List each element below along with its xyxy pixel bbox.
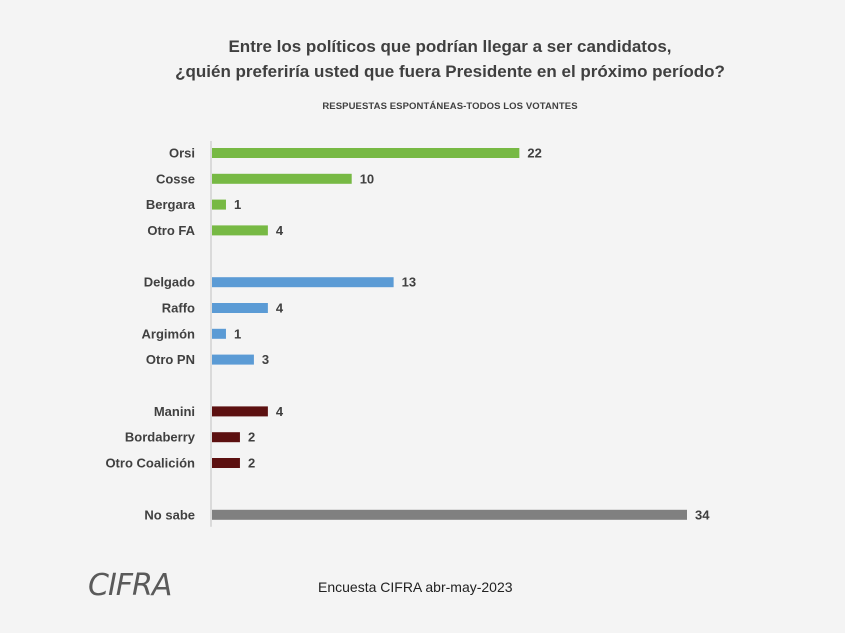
category-label-raffo: Raffo (162, 301, 195, 316)
value-label-manini: 4 (276, 404, 284, 419)
value-label-otro-coalicion: 2 (248, 456, 255, 471)
chart-title: Entre los políticos que podrían llegar a… (120, 34, 780, 84)
category-label-no-sabe: No sabe (144, 507, 195, 522)
bar-bordaberry (212, 432, 240, 443)
bar-orsi (212, 148, 520, 158)
value-label-cosse: 10 (360, 171, 374, 186)
category-label-otro-coalicion: Otro Coalición (105, 456, 195, 471)
value-label-raffo: 4 (276, 301, 284, 316)
value-label-bordaberry: 2 (248, 430, 255, 445)
bar-no-sabe (212, 509, 687, 520)
bar-delgado (212, 277, 394, 288)
bar-raffo (212, 303, 268, 313)
bar-manini (212, 406, 268, 417)
value-label-orsi: 22 (527, 146, 541, 161)
category-label-delgado: Delgado (144, 275, 195, 290)
category-label-orsi: Orsi (169, 146, 195, 161)
category-label-manini: Manini (154, 404, 195, 419)
cifra-logo: CIFRA (88, 568, 172, 603)
bar-otro-pn (212, 354, 254, 365)
chart-subtitle: RESPUESTAS ESPONTÁNEAS-TODOS LOS VOTANTE… (322, 101, 578, 112)
category-label-bordaberry: Bordaberry (125, 430, 196, 445)
value-label-otro-pn: 3 (262, 352, 269, 367)
category-label-argimon: Argimón (142, 326, 196, 341)
bar-otro-coalicion (212, 458, 240, 468)
value-label-delgado: 13 (402, 275, 416, 290)
category-label-otro-fa: Otro FA (147, 223, 195, 238)
bar-bergara (212, 199, 226, 210)
value-label-bergara: 1 (234, 197, 241, 212)
value-label-argimon: 1 (234, 326, 241, 341)
bar-otro-fa (212, 225, 268, 236)
source-note: Encuesta CIFRA abr-may-2023 (318, 579, 513, 595)
chart-title-line-1: Entre los políticos que podrían llegar a… (228, 37, 672, 56)
value-label-no-sabe: 34 (695, 507, 710, 522)
category-label-cosse: Cosse (156, 171, 195, 186)
bar-argimon (212, 328, 226, 339)
category-label-otro-pn: Otro PN (146, 352, 195, 367)
bar-cosse (212, 173, 352, 184)
value-label-otro-fa: 4 (276, 223, 284, 238)
category-label-bergara: Bergara (146, 197, 196, 212)
chart-title-line-2: ¿quién preferiría usted que fuera Presid… (175, 62, 725, 81)
